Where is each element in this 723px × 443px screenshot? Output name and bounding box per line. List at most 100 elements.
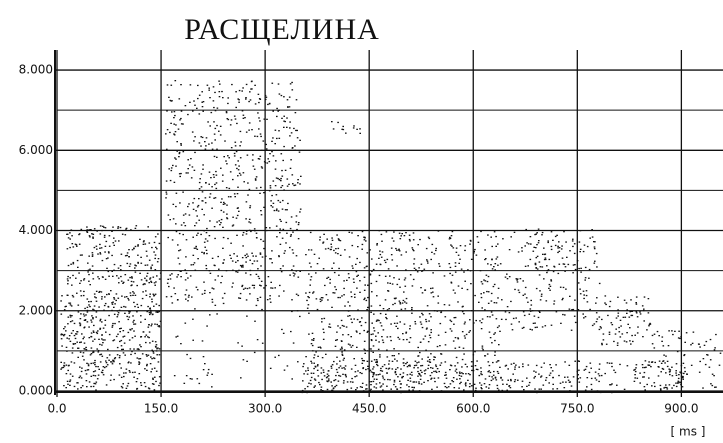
noise-dot [338, 274, 340, 276]
noise-dot [249, 91, 251, 93]
noise-dot [397, 327, 399, 330]
noise-dot [248, 188, 251, 191]
noise-dot [99, 225, 102, 227]
noise-dot [366, 360, 369, 362]
noise-dot [409, 373, 411, 375]
noise-dot [127, 279, 130, 281]
noise-dot [93, 338, 96, 340]
noise-dot [662, 360, 664, 362]
noise-dot [586, 301, 589, 303]
noise-dot [165, 296, 168, 298]
noise-dot [74, 243, 77, 245]
noise-dot [535, 287, 538, 290]
noise-dot [426, 259, 428, 261]
noise-dot [433, 356, 435, 358]
noise-dot [372, 380, 375, 383]
noise-dot [204, 197, 207, 199]
noise-dot [276, 115, 278, 118]
noise-dot [470, 365, 473, 367]
noise-dot [527, 301, 529, 303]
noise-dot [431, 372, 433, 374]
noise-dot [281, 169, 283, 172]
noise-dot [682, 362, 685, 364]
noise-dot [537, 228, 540, 230]
noise-dot [327, 370, 330, 372]
noise-dot [313, 378, 316, 380]
noise-dot [295, 293, 298, 295]
noise-dot [245, 272, 247, 274]
noise-dot [671, 387, 673, 389]
noise-dot [648, 325, 650, 327]
noise-dot [280, 186, 282, 189]
noise-dot [398, 278, 400, 280]
noise-dot [376, 363, 378, 366]
noise-dot [101, 369, 104, 371]
noise-dot [126, 252, 129, 254]
noise-dot [595, 321, 598, 323]
noise-dot [389, 336, 392, 338]
noise-dot [417, 375, 419, 377]
noise-dot [307, 304, 310, 306]
noise-dot [337, 296, 339, 299]
noise-dot [202, 369, 205, 371]
noise-dot [247, 182, 249, 184]
noise-dot [217, 275, 219, 277]
noise-dot [521, 247, 523, 249]
noise-dot [390, 323, 392, 325]
noise-dot [308, 312, 310, 314]
noise-dot [104, 324, 107, 326]
noise-dot [337, 121, 339, 124]
noise-dot [646, 383, 648, 386]
noise-dot [308, 291, 311, 294]
noise-dot [137, 245, 139, 247]
noise-dot [227, 196, 230, 198]
noise-dot [336, 331, 338, 333]
noise-dot [307, 367, 309, 369]
noise-dot [337, 253, 339, 255]
noise-dot [170, 84, 173, 86]
noise-dot [192, 254, 195, 256]
noise-dot [337, 325, 339, 327]
noise-dot [409, 274, 412, 276]
noise-dot [433, 359, 435, 361]
noise-dot [209, 272, 212, 274]
noise-dot [625, 341, 628, 343]
noise-dot [334, 379, 337, 381]
noise-dot [339, 360, 341, 362]
noise-dot [629, 340, 631, 342]
noise-dot [94, 370, 97, 372]
noise-dot [311, 344, 314, 347]
noise-dot [480, 371, 482, 373]
x-tick-label: 900.0 [664, 402, 698, 416]
noise-dot [453, 317, 456, 319]
noise-dot [263, 118, 266, 120]
noise-dot [266, 162, 269, 164]
noise-dot [334, 386, 336, 388]
noise-dot [222, 211, 225, 213]
noise-dot [308, 262, 311, 264]
noise-dot [326, 388, 329, 391]
noise-dot [383, 259, 386, 262]
noise-dot [387, 282, 389, 284]
noise-dot [318, 381, 320, 384]
noise-dot [222, 203, 225, 205]
noise-dot [346, 279, 348, 281]
noise-dot [260, 214, 263, 216]
noise-dot [98, 306, 100, 308]
noise-dot [473, 383, 476, 385]
noise-dot [151, 301, 153, 303]
noise-dot [643, 376, 645, 378]
noise-dot [71, 347, 74, 349]
noise-dot [570, 329, 573, 331]
noise-dot [213, 176, 215, 178]
noise-dot [513, 380, 516, 383]
noise-dot [417, 346, 419, 349]
noise-dot [510, 323, 513, 325]
noise-dot [97, 276, 99, 278]
noise-dot [216, 221, 218, 223]
noise-dot [247, 194, 249, 196]
noise-dot [424, 373, 426, 375]
noise-dot [105, 362, 108, 364]
noise-dot [427, 262, 429, 264]
noise-dot [635, 303, 638, 305]
